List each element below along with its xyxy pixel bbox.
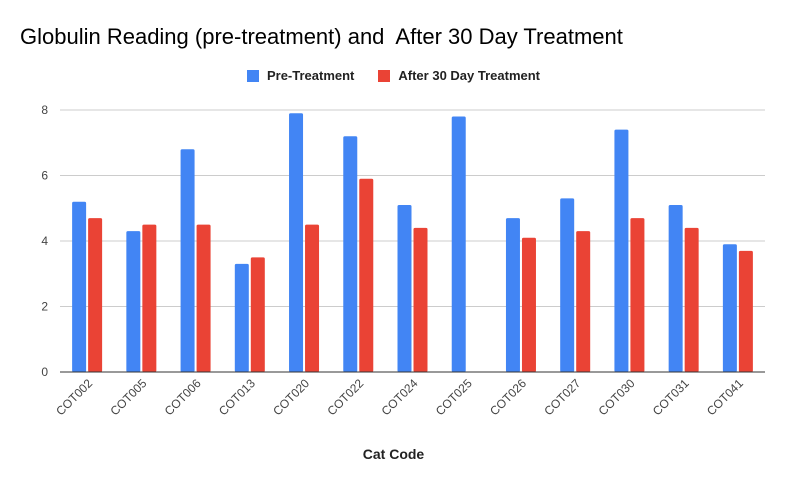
x-tick-label: COT026 [487,376,529,418]
y-tick-label: 2 [41,300,48,314]
bar-after-30-day-treatment-cot026 [521,237,536,372]
legend-item-pre-treatment[interactable]: Pre-Treatment [246,68,355,83]
y-tick-label: 0 [41,365,48,379]
x-tick-label: COT002 [53,376,95,418]
bar-after-30-day-treatment-cot013 [250,257,265,372]
bar-after-30-day-treatment-cot031 [684,227,699,372]
bar-pre-treatment-cot041 [722,244,737,372]
x-tick-label: COT006 [162,376,204,418]
x-tick-label: COT041 [704,376,746,418]
bar-pre-treatment-cot031 [668,204,683,372]
y-tick-label: 6 [41,169,48,183]
bar-pre-treatment-cot005 [126,231,141,372]
bar-after-30-day-treatment-cot027 [576,231,591,372]
bar-pre-treatment-cot006 [180,149,195,372]
legend-label-pre-treatment: Pre-Treatment [266,68,355,83]
bar-after-30-day-treatment-cot041 [738,250,753,372]
legend-swatch-pre-treatment [246,69,259,82]
bar-after-30-day-treatment-cot030 [630,218,645,372]
bar-pre-treatment-cot027 [560,198,575,372]
chart-title: Globulin Reading (pre-treatment) and Aft… [20,24,623,49]
x-tick-label: COT030 [596,376,638,418]
legend: Pre-Treatment After 30 Day Treatment [0,68,787,83]
bar-after-30-day-treatment-cot024 [413,227,428,372]
legend-item-after-treatment[interactable]: After 30 Day Treatment [378,68,540,83]
x-tick-label: COT024 [379,376,421,418]
x-tick-label: COT031 [650,376,692,418]
x-tick-label: COT005 [107,376,149,418]
y-tick-label: 8 [41,103,48,117]
x-tick-label: COT020 [270,376,312,418]
legend-swatch-after-treatment [378,69,391,82]
bar-pre-treatment-cot020 [289,113,304,373]
bar-after-30-day-treatment-cot005 [142,224,157,372]
bar-pre-treatment-cot002 [72,201,87,372]
bar-after-30-day-treatment-cot006 [196,224,211,372]
bar-pre-treatment-cot025 [451,116,466,372]
x-tick-label: COT022 [324,376,366,418]
x-axis-label: Cat Code [362,446,425,462]
legend-label-after-treatment: After 30 Day Treatment [398,68,541,83]
x-tick-label: COT027 [541,376,583,418]
bar-pre-treatment-cot030 [614,129,629,372]
bar-pre-treatment-cot026 [505,218,520,372]
y-tick-label: 4 [41,234,48,248]
x-tick-label: COT013 [216,376,258,418]
bar-after-30-day-treatment-cot020 [305,224,320,372]
bar-after-30-day-treatment-cot002 [88,218,103,372]
x-tick-label: COT025 [433,376,475,418]
bar-after-30-day-treatment-cot022 [359,178,374,372]
bar-pre-treatment-cot013 [234,263,249,372]
bar-pre-treatment-cot024 [397,204,412,372]
bar-pre-treatment-cot022 [343,136,358,372]
